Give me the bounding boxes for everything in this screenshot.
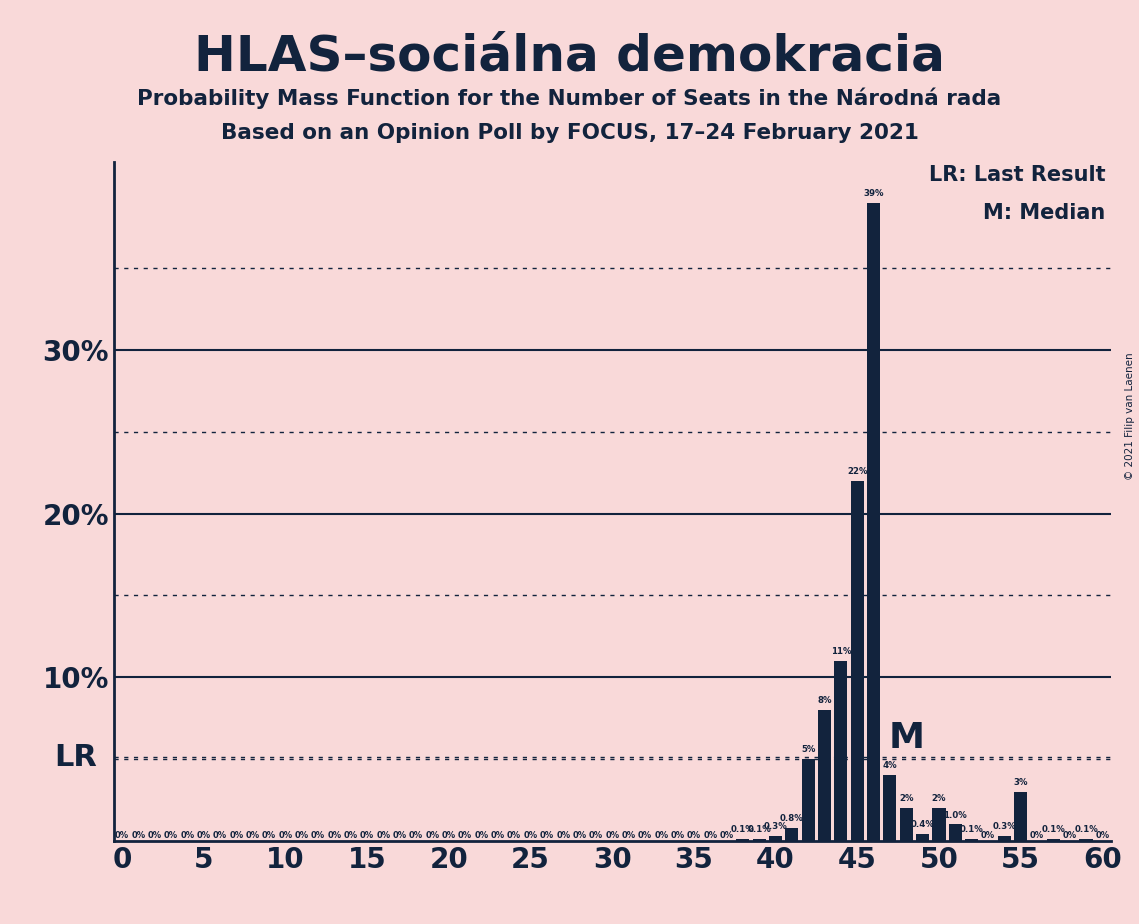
Bar (998, 836, 1010, 841)
Text: 0%: 0% (458, 831, 473, 840)
Text: 0.3%: 0.3% (992, 822, 1016, 831)
Bar (753, 839, 765, 841)
Text: 0%: 0% (311, 831, 326, 840)
Text: 0%: 0% (148, 831, 162, 840)
Bar (769, 836, 782, 841)
Text: HLAS–sociálna demokracia: HLAS–sociálna demokracia (194, 32, 945, 80)
Text: 0%: 0% (687, 831, 700, 840)
Text: 0.4%: 0.4% (911, 821, 935, 830)
Text: 0%: 0% (981, 831, 995, 840)
Text: 0%: 0% (295, 831, 309, 840)
Text: 39%: 39% (863, 188, 884, 198)
Text: 0%: 0% (115, 831, 129, 840)
Text: 1.0%: 1.0% (943, 810, 967, 820)
Text: 0%: 0% (262, 831, 276, 840)
Text: 0%: 0% (491, 831, 505, 840)
Text: 0.1%: 0.1% (1041, 825, 1065, 834)
Text: 5%: 5% (801, 745, 816, 754)
Text: 0%: 0% (229, 831, 244, 840)
Text: © 2021 Filip van Laenen: © 2021 Filip van Laenen (1125, 352, 1134, 480)
Text: 0%: 0% (360, 831, 375, 840)
Bar (933, 808, 945, 841)
Text: 0.8%: 0.8% (780, 814, 804, 823)
Text: 22%: 22% (847, 467, 868, 476)
Bar (867, 202, 880, 841)
Text: 0%: 0% (164, 831, 178, 840)
Bar (737, 839, 749, 841)
Text: 0%: 0% (540, 831, 554, 840)
Text: 0%: 0% (524, 831, 538, 840)
Text: 0%: 0% (671, 831, 685, 840)
Bar (835, 661, 847, 841)
Text: 2%: 2% (932, 795, 947, 803)
Text: 0%: 0% (605, 831, 620, 840)
Bar (1014, 792, 1027, 841)
Text: 0%: 0% (197, 831, 211, 840)
Text: 4%: 4% (883, 761, 898, 771)
Text: 2%: 2% (899, 795, 913, 803)
Text: 0%: 0% (573, 831, 587, 840)
Text: M: M (888, 721, 925, 755)
Bar (965, 839, 978, 841)
Text: 0.1%: 0.1% (731, 825, 755, 834)
Bar (802, 759, 814, 841)
Text: 0%: 0% (327, 831, 342, 840)
Bar (818, 710, 831, 841)
Text: 0%: 0% (1096, 831, 1109, 840)
Bar (851, 480, 863, 841)
Text: 0.3%: 0.3% (764, 822, 787, 831)
Bar (786, 828, 798, 841)
Text: 0%: 0% (393, 831, 407, 840)
Text: 0%: 0% (507, 831, 522, 840)
Text: 0%: 0% (589, 831, 603, 840)
Text: 0%: 0% (131, 831, 146, 840)
Text: 0%: 0% (426, 831, 440, 840)
Text: 0%: 0% (720, 831, 734, 840)
Text: 0.1%: 0.1% (747, 825, 771, 834)
Text: 0%: 0% (344, 831, 358, 840)
Text: 0%: 0% (376, 831, 391, 840)
Text: 3%: 3% (1014, 778, 1027, 787)
Text: 0.1%: 0.1% (1074, 825, 1098, 834)
Text: Probability Mass Function for the Number of Seats in the Národná rada: Probability Mass Function for the Number… (138, 88, 1001, 109)
Bar (1047, 839, 1060, 841)
Text: 0%: 0% (1063, 831, 1076, 840)
Text: Based on an Opinion Poll by FOCUS, 17–24 February 2021: Based on an Opinion Poll by FOCUS, 17–24… (221, 123, 918, 143)
Text: 8%: 8% (818, 696, 831, 705)
Text: 0%: 0% (1030, 831, 1044, 840)
Text: 0%: 0% (638, 831, 652, 840)
Bar (1080, 839, 1092, 841)
Text: LR: LR (55, 743, 98, 772)
Bar (949, 824, 961, 841)
Text: 0%: 0% (278, 831, 293, 840)
Text: 0%: 0% (213, 831, 227, 840)
Text: 0%: 0% (180, 831, 195, 840)
Bar (916, 834, 929, 841)
Text: 0%: 0% (622, 831, 636, 840)
Text: 0%: 0% (703, 831, 718, 840)
Text: M: Median: M: Median (983, 202, 1106, 223)
Text: 0%: 0% (475, 831, 489, 840)
Text: LR: Last Result: LR: Last Result (929, 165, 1106, 185)
Text: 0%: 0% (442, 831, 456, 840)
Bar (884, 775, 896, 841)
Bar (900, 808, 912, 841)
Text: 0%: 0% (654, 831, 669, 840)
Text: 0%: 0% (246, 831, 260, 840)
Text: 0.1%: 0.1% (960, 825, 983, 834)
Text: 0%: 0% (409, 831, 424, 840)
Text: 0%: 0% (556, 831, 571, 840)
Text: 11%: 11% (830, 647, 851, 656)
